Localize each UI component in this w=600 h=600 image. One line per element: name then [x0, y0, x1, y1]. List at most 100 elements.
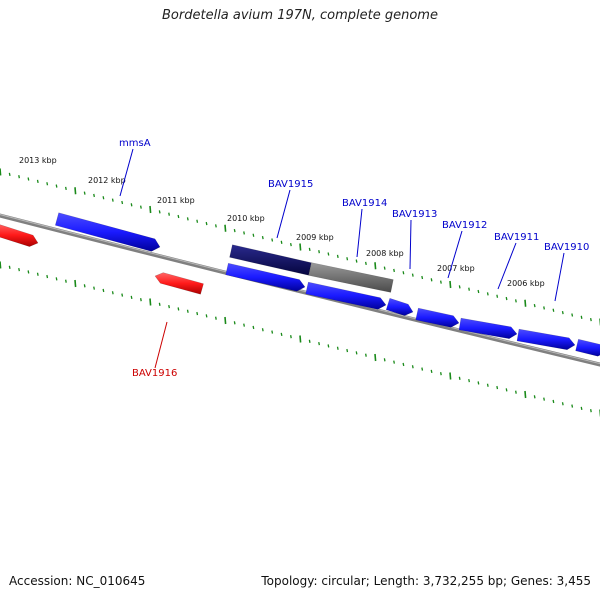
- inner-tick: [580, 406, 583, 411]
- inner-tick: [130, 295, 133, 300]
- gene-label-mmsA[interactable]: mmsA: [119, 138, 151, 149]
- inner-tick: [402, 362, 405, 367]
- inner-tick: [552, 399, 555, 404]
- outer-tick: [589, 318, 592, 322]
- outer-tick: [308, 247, 311, 251]
- outer-tick: [18, 175, 20, 179]
- gene-BAV1914b[interactable]: [305, 281, 387, 310]
- inner-tick: [243, 323, 245, 327]
- inner-tick: [308, 339, 311, 343]
- inner-tick: [0, 261, 2, 269]
- gene-BAV1913[interactable]: [385, 297, 414, 316]
- gene-BAV1916[interactable]: [154, 272, 204, 295]
- outer-tick: [524, 299, 527, 307]
- outer-tick: [8, 172, 11, 176]
- outer-tick: [355, 259, 358, 263]
- inner-tick: [468, 378, 470, 383]
- inner-tick: [74, 279, 77, 288]
- gene-BAV1912[interactable]: [415, 307, 460, 328]
- outer-tick: [93, 193, 95, 198]
- leader-line-BAV1916: [154, 321, 168, 369]
- inner-tick: [336, 346, 339, 350]
- outer-tick: [111, 198, 114, 202]
- gene-mmsA[interactable]: [54, 212, 161, 252]
- outer-tick: [271, 238, 274, 242]
- inner-tick: [421, 367, 424, 371]
- inner-tick: [505, 388, 508, 392]
- inner-tick: [111, 291, 114, 295]
- gene-BAV1911[interactable]: [458, 317, 518, 339]
- gene-label-BAV1910[interactable]: BAV1910: [544, 242, 589, 253]
- inner-tick: [149, 298, 152, 306]
- inner-tick: [18, 267, 20, 272]
- outer-tick: [439, 280, 442, 284]
- outer-tick: [55, 184, 58, 188]
- inner-tick: [430, 369, 433, 374]
- leader-line-BAV1915: [276, 189, 291, 239]
- gene-label-BAV1911[interactable]: BAV1911: [494, 232, 539, 243]
- inner-tick: [524, 390, 527, 399]
- inner-tick: [233, 321, 236, 325]
- gene-BAV1915-dark[interactable]: [229, 244, 312, 276]
- gene-BAV1910[interactable]: [516, 328, 576, 350]
- kbp-label: 2008 kbp: [366, 249, 404, 258]
- outer-tick: [0, 168, 2, 176]
- outer-tick: [383, 266, 386, 270]
- gene-label-BAV1914[interactable]: BAV1914: [342, 198, 387, 209]
- gene-BAV1909[interactable]: [575, 338, 600, 357]
- inner-tick: [121, 293, 124, 297]
- gene-BAV1914[interactable]: [308, 262, 394, 293]
- gene-label-BAV1912[interactable]: BAV1912: [442, 220, 487, 231]
- outer-tick: [533, 303, 536, 308]
- outer-tick: [299, 243, 302, 251]
- inner-tick: [102, 288, 105, 293]
- inner-tick: [261, 328, 264, 332]
- outer-tick: [571, 313, 574, 317]
- gene-labels: mmsA BAV1916 BAV1915 BAV1914 BAV1913 BAV1912 B…: [119, 138, 589, 379]
- leader-line-BAV1912: [447, 230, 463, 279]
- outer-tick: [346, 257, 349, 261]
- gene-red-left[interactable]: [0, 223, 39, 247]
- kbp-label: 2012 kbp: [88, 176, 126, 185]
- inner-tick: [533, 395, 536, 399]
- inner-tick: [83, 284, 86, 288]
- inner-tick: [46, 274, 49, 279]
- gene-label-BAV1915[interactable]: BAV1915: [268, 179, 313, 190]
- inner-tick: [561, 402, 564, 406]
- scale-ticks-inner: [0, 261, 600, 417]
- inner-tick: [393, 360, 395, 364]
- gene-label-BAV1916[interactable]: BAV1916: [132, 368, 177, 379]
- outer-tick: [552, 308, 555, 312]
- inner-tick: [543, 397, 545, 401]
- gene-label-BAV1913[interactable]: BAV1913: [392, 209, 437, 220]
- inner-tick: [36, 272, 39, 276]
- inner-tick: [93, 286, 95, 290]
- inner-tick: [486, 383, 489, 387]
- inner-tick: [355, 351, 358, 355]
- inner-tick: [496, 385, 499, 390]
- outer-tick: [318, 250, 320, 254]
- inner-tick: [346, 348, 349, 353]
- inner-tick: [318, 341, 320, 346]
- outer-tick: [421, 275, 424, 280]
- leader-line-BAV1914: [356, 208, 363, 258]
- inner-tick: [327, 344, 330, 348]
- outer-tick: [364, 261, 367, 266]
- inner-tick: [205, 314, 208, 318]
- outer-tick: [261, 235, 264, 240]
- gene-BAV1915[interactable]: [225, 262, 306, 292]
- inner-tick: [364, 353, 367, 357]
- outer-tick: [233, 228, 236, 233]
- inner-tick: [449, 372, 452, 380]
- outer-tick: [46, 182, 49, 186]
- outer-tick: [177, 214, 180, 219]
- inner-tick: [158, 302, 161, 306]
- outer-tick: [205, 221, 208, 226]
- inner-tick: [289, 335, 292, 339]
- outer-tick: [168, 212, 170, 216]
- kbp-scale-labels: 2013 kbp 2012 kbp 2011 kbp 2010 kbp 2009 kbp…: [19, 156, 545, 288]
- outer-tick: [430, 278, 433, 282]
- inner-tick: [186, 309, 189, 313]
- outer-tick: [224, 224, 227, 232]
